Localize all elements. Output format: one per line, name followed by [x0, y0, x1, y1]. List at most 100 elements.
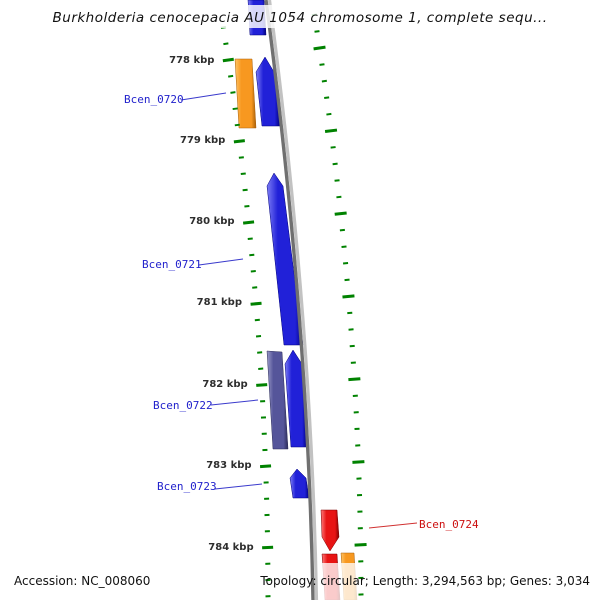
ruler-tick-right-major — [313, 45, 326, 51]
ruler-tick-right-major — [348, 377, 361, 382]
ruler-tick-right-minor — [350, 361, 356, 364]
ruler-tick-right-minor — [321, 79, 327, 83]
ruler-tick-left-major — [259, 464, 272, 469]
ruler-tick-right-major — [354, 543, 367, 547]
label-leader-line — [180, 92, 227, 101]
label-leader-line — [198, 258, 244, 266]
ruler-label: 782 kbp — [202, 379, 248, 390]
ruler-tick-left-minor — [228, 74, 234, 78]
ruler-tick-right-minor — [344, 278, 350, 282]
ruler-tick-left-minor — [262, 448, 268, 452]
ruler-tick-right-minor — [358, 560, 364, 563]
gene-label-bcen_0720[interactable]: Bcen_0720 — [124, 93, 184, 106]
ruler-tick-right-minor — [332, 162, 338, 166]
gene-label-bcen_0724[interactable]: Bcen_0724 — [419, 518, 479, 531]
ruler-tick-left-minor — [238, 156, 244, 159]
ruler-tick-right-major — [352, 460, 365, 464]
ruler-label: 780 kbp — [189, 216, 235, 227]
ruler-tick-right-minor — [341, 245, 347, 248]
ruler-tick-left-minor — [242, 188, 248, 192]
ruler-tick-left-major — [242, 220, 255, 225]
ruler-tick-left-major — [256, 383, 268, 387]
ruler-label: 783 kbp — [206, 460, 252, 471]
ruler-tick-left-minor — [265, 595, 271, 598]
caption-band — [0, 563, 600, 600]
ruler-tick-left-major — [262, 545, 274, 550]
ruler-tick-left-minor — [232, 107, 238, 111]
ruler-tick-right-minor — [326, 112, 332, 116]
ruler-tick-left-minor — [264, 497, 270, 500]
ruler-tick-right-minor — [353, 411, 359, 414]
ruler-label: 781 kbp — [196, 297, 242, 308]
ruler-label: 784 kbp — [208, 542, 254, 553]
ruler-tick-left-minor — [265, 562, 271, 565]
ruler-tick-right-minor — [357, 510, 363, 513]
ruler-tick-left-minor — [244, 204, 250, 208]
ruler-tick-right-minor — [334, 179, 340, 182]
gene-bcen-0722-blue[interactable] — [284, 349, 308, 448]
ruler-tick-right-major — [324, 128, 338, 134]
ruler-tick-left-major — [233, 139, 245, 144]
ruler-tick-left-minor — [258, 367, 264, 370]
label-leader-line — [214, 483, 263, 490]
ruler-tick-right-minor — [355, 444, 361, 447]
ruler-tick-left-minor — [257, 351, 263, 354]
ruler-tick-left-minor — [223, 42, 229, 46]
ruler-tick-left-major — [222, 57, 234, 63]
ruler-tick-left-minor — [249, 253, 255, 257]
gene-label-bcen_0721[interactable]: Bcen_0721 — [142, 258, 202, 271]
ruler-tick-right-minor — [336, 195, 342, 199]
ruler-tick-right-minor — [347, 311, 353, 315]
ruler-tick-right-minor — [352, 394, 358, 397]
label-leader-line — [368, 522, 418, 529]
gene-label-bcen_0722[interactable]: Bcen_0722 — [153, 399, 213, 412]
ruler-tick-right-minor — [358, 576, 364, 580]
gene-label-bcen_0723[interactable]: Bcen_0723 — [157, 480, 217, 493]
ruler-tick-left-minor — [252, 286, 258, 289]
ruler-tick-left-minor — [265, 578, 271, 582]
accession-status: Accession: NC_008060 — [14, 574, 151, 588]
gene-bcen-0724[interactable] — [320, 509, 340, 552]
ruler-tick-left-major — [250, 301, 262, 306]
ruler-tick-left-minor — [240, 172, 246, 176]
ruler-tick-left-minor — [260, 400, 266, 403]
ruler-tick-right-minor — [339, 228, 345, 232]
ruler-tick-right-minor — [342, 262, 349, 265]
ruler-tick-right-minor — [354, 427, 360, 431]
ruler-tick-right-minor — [324, 96, 330, 99]
sequence-title: Burkholderia cenocepacia AU 1054 chromos… — [52, 10, 548, 26]
topology-status: Topology: circular; Length: 3,294,563 bp… — [260, 574, 590, 588]
ruler-tick-left-minor — [263, 481, 269, 484]
gene-bcen-0723[interactable] — [289, 468, 310, 499]
ruler-tick-right-minor — [356, 477, 362, 480]
ruler-tick-right-major — [334, 211, 347, 216]
ruler-tick-right-minor — [314, 30, 320, 33]
ruler-tick-left-minor — [260, 416, 267, 419]
ruler-label: 778 kbp — [169, 55, 215, 66]
ruler-label: 779 kbp — [179, 135, 226, 146]
ruler-tick-right-minor — [358, 593, 364, 596]
ruler-tick-right-minor — [349, 344, 355, 348]
ruler-tick-right-minor — [330, 146, 336, 149]
ruler-tick-left-minor — [261, 432, 267, 435]
backbone-line — [264, 0, 315, 600]
ruler-tick-left-minor — [234, 123, 240, 127]
gene-bcen-0720-orange[interactable] — [234, 58, 257, 129]
ruler-tick-right-minor — [348, 328, 354, 331]
ruler-tick-left-minor — [250, 270, 256, 273]
ruler-tick-left-minor — [230, 91, 236, 94]
backbone-highlight — [267, 0, 319, 600]
ruler-tick-right-minor — [356, 493, 363, 497]
ruler-tick-right-minor — [319, 63, 325, 66]
title-band — [0, 5, 600, 28]
ruler-tick-left-minor — [254, 318, 260, 322]
ruler-tick-left-minor — [255, 335, 262, 338]
label-leader-line — [210, 399, 259, 406]
ruler-tick-right-minor — [357, 527, 363, 530]
gene-bcen-0722-purple[interactable] — [266, 350, 289, 450]
ruler-tick-left-minor — [264, 513, 270, 517]
gene-bcen-0721[interactable] — [266, 172, 304, 346]
ruler-tick-left-minor — [264, 530, 270, 533]
